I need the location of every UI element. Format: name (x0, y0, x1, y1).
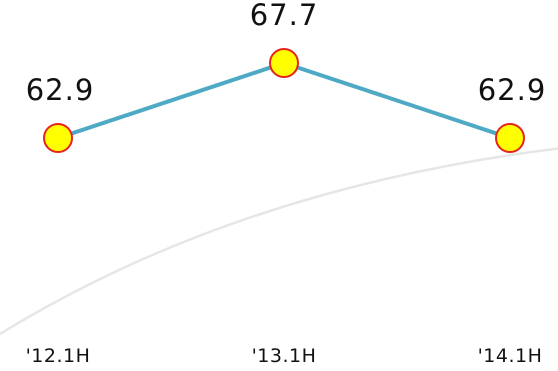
data-label: 62.9 (26, 73, 95, 107)
series-layer (43, 48, 525, 153)
x-tick-label: '12.1H (26, 345, 91, 367)
data-label: 67.7 (250, 0, 319, 32)
background-arc (0, 147, 558, 336)
data-point-marker (43, 123, 73, 153)
data-point-marker (269, 48, 299, 78)
data-point-marker (495, 123, 525, 153)
x-axis-tick-labels: '12.1H '13.1H '14.1H (26, 345, 543, 367)
data-label: 62.9 (478, 73, 547, 107)
x-tick-label: '14.1H (478, 345, 543, 367)
label-layer: 62.9 67.7 62.9 (26, 0, 547, 107)
x-tick-label: '13.1H (252, 345, 317, 367)
